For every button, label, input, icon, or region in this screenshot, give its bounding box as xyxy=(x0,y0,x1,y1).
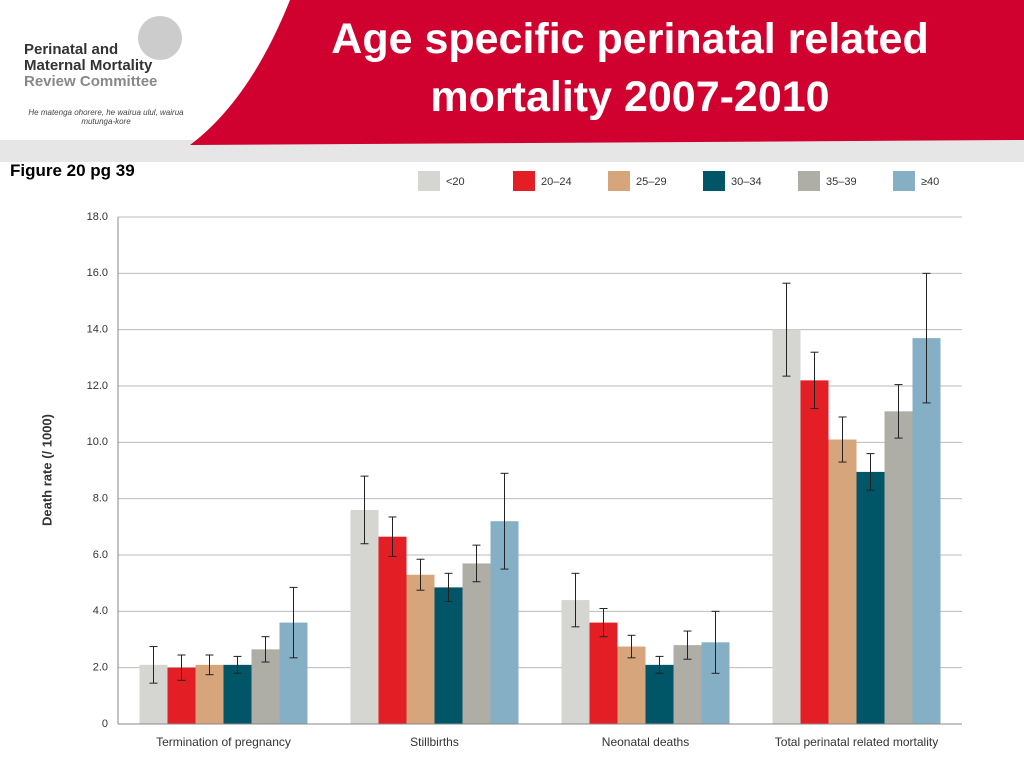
bar xyxy=(350,509,379,724)
bar xyxy=(645,664,674,724)
y-tick-label: 0 xyxy=(102,718,108,730)
bar xyxy=(223,664,252,724)
y-tick-label: 4.0 xyxy=(93,605,108,617)
logo-motto: He matenga ohorere, he wairua ulul, wair… xyxy=(28,108,184,126)
legend-label: 30–34 xyxy=(731,176,762,188)
legend-label: 20–24 xyxy=(541,176,572,188)
logo-line: Maternal Mortality xyxy=(24,57,153,74)
bar xyxy=(378,536,407,724)
logo-line: Review Committee xyxy=(24,73,158,90)
y-tick-label: 8.0 xyxy=(93,493,108,505)
legend-label: <20 xyxy=(446,176,465,188)
legend-swatch xyxy=(893,171,915,191)
bar xyxy=(406,574,435,724)
x-tick-label: Termination of pregnancy xyxy=(156,735,291,749)
x-tick-label: Total perinatal related mortality xyxy=(774,735,939,749)
bar xyxy=(462,563,491,724)
bar xyxy=(772,329,801,724)
legend-label: 25–29 xyxy=(636,176,667,188)
bar xyxy=(589,622,618,724)
legend-swatch xyxy=(513,171,535,191)
header-shadow xyxy=(0,140,1024,162)
slide-title: Age specific perinatal related mortality… xyxy=(331,15,929,121)
bar xyxy=(617,646,646,724)
legend-swatch xyxy=(608,171,630,191)
bar xyxy=(856,471,885,724)
legend-box xyxy=(405,162,967,198)
y-tick-label: 2.0 xyxy=(93,662,108,674)
x-tick-label: Neonatal deaths xyxy=(601,735,690,749)
figure-note: Figure 20 pg 39 xyxy=(10,161,135,180)
y-tick-label: 14.0 xyxy=(87,324,108,336)
bar xyxy=(828,439,857,724)
legend-swatch xyxy=(703,171,725,191)
y-axis-label: Death rate (/ 1000) xyxy=(39,414,54,526)
legend-label: 35–39 xyxy=(826,176,857,188)
y-tick-label: 16.0 xyxy=(87,267,108,279)
header-banner xyxy=(190,0,1024,145)
y-tick-label: 12.0 xyxy=(87,380,108,392)
x-tick-label: Stillbirths xyxy=(410,735,459,749)
bar xyxy=(434,587,463,724)
y-tick-label: 10.0 xyxy=(87,436,108,448)
logo-line: Perinatal and xyxy=(24,41,119,58)
logo-text: Perinatal and Maternal Mortality Review … xyxy=(24,42,157,90)
bar xyxy=(800,380,829,724)
legend-swatch xyxy=(418,171,440,191)
logo-icon xyxy=(138,16,182,60)
legend-swatch xyxy=(798,171,820,191)
y-tick-label: 6.0 xyxy=(93,549,108,561)
y-tick-label: 18.0 xyxy=(87,211,108,223)
bar xyxy=(884,411,913,724)
legend-label: ≥40 xyxy=(921,176,939,188)
